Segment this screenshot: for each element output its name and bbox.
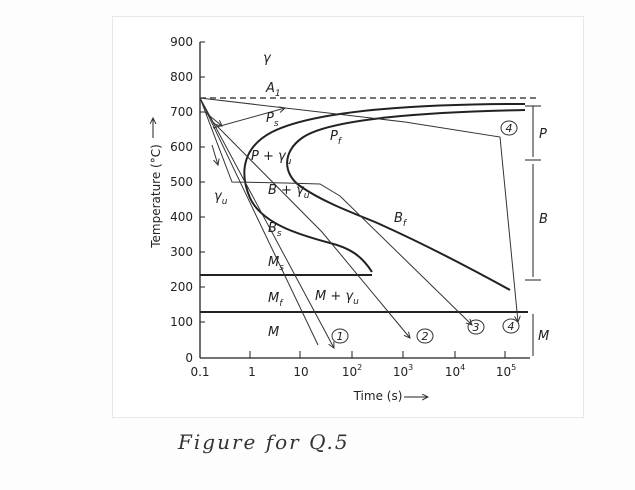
cooling-path-2 — [199, 97, 410, 338]
path-marker-4-bottom: 4 — [502, 318, 520, 334]
label-m-gamma: M + γu — [315, 289, 359, 307]
y-axis-title: Temperature (°C) — [149, 144, 163, 249]
y-tick-marks — [200, 41, 205, 323]
x-tick-label: 102 — [342, 363, 362, 379]
svg-text:4: 4 — [508, 320, 515, 333]
x-tick-label: 105 — [496, 363, 516, 379]
svg-text:3: 3 — [473, 321, 480, 334]
y-tick-label: 300 — [170, 245, 193, 259]
path-marker-3: 3 — [467, 319, 485, 335]
x-axis-title: Time (s) — [353, 389, 403, 403]
svg-text:1: 1 — [337, 330, 344, 343]
label-pf: Pf — [330, 129, 343, 147]
path-marker-2: 2 — [416, 328, 434, 344]
y-tick-label: 900 — [170, 35, 193, 49]
x-tick-label: 10 — [293, 365, 308, 379]
y-tick-label: 200 — [170, 280, 193, 294]
y-tick-label: 800 — [170, 70, 193, 84]
cooling-path-quench — [211, 144, 218, 165]
label-ms: Ms — [268, 255, 284, 273]
label-region-m: M — [538, 329, 549, 344]
path-marker-4-top: 4 — [500, 120, 518, 136]
label-bs: Bs — [268, 221, 282, 239]
y-tick-label: 600 — [170, 140, 193, 154]
y-tick-label: 400 — [170, 210, 193, 224]
cooling-path-1 — [199, 97, 334, 348]
label-mf: Mf — [268, 291, 284, 309]
cooling-path-3 — [199, 97, 472, 325]
cooling-path-4 — [199, 97, 518, 322]
label-gamma-u: γu — [214, 189, 228, 207]
y-tick-labels: 900 800 700 600 500 400 300 200 100 0 — [170, 35, 193, 365]
label-a1: A1 — [265, 81, 281, 99]
label-bf: Bf — [394, 211, 408, 229]
path-marker-1: 1 — [331, 328, 349, 344]
x-tick-marks — [249, 351, 506, 358]
cooling-path-1b — [199, 97, 319, 346]
region-brackets — [525, 105, 541, 356]
x-tick-label: 0.1 — [190, 365, 209, 379]
region-labels: γ A1 Ps Pf P + γu B + γu γu Bs Bf Ms Mf … — [214, 51, 549, 344]
label-m: M — [268, 325, 279, 340]
label-ps: Ps — [266, 111, 279, 129]
cooling-paths — [199, 97, 518, 348]
label-region-b: B — [539, 212, 548, 227]
svg-text:4: 4 — [506, 122, 513, 135]
label-gamma: γ — [263, 51, 272, 66]
label-b-gamma: B + γu — [268, 183, 310, 201]
x-tick-label: 103 — [393, 363, 413, 379]
label-p-gamma: P + γu — [251, 149, 292, 167]
y-tick-label: 100 — [170, 315, 193, 329]
x-tick-label: 1 — [248, 365, 256, 379]
y-tick-label: 500 — [170, 175, 193, 189]
cooling-path-iso — [212, 108, 285, 129]
path-markers: 1 2 3 4 4 — [331, 120, 520, 344]
figure-caption: Figure for Q.5 — [178, 430, 350, 454]
y-tick-label: 700 — [170, 105, 193, 119]
x-tick-labels: 0.1 1 10 102 103 104 105 — [190, 363, 516, 379]
pearlite-finish-curve — [286, 109, 526, 291]
svg-text:2: 2 — [422, 330, 429, 343]
y-tick-label: 0 — [185, 351, 193, 365]
x-tick-label: 104 — [445, 363, 465, 379]
label-region-p: P — [539, 127, 547, 142]
cooling-path-short — [204, 111, 222, 126]
